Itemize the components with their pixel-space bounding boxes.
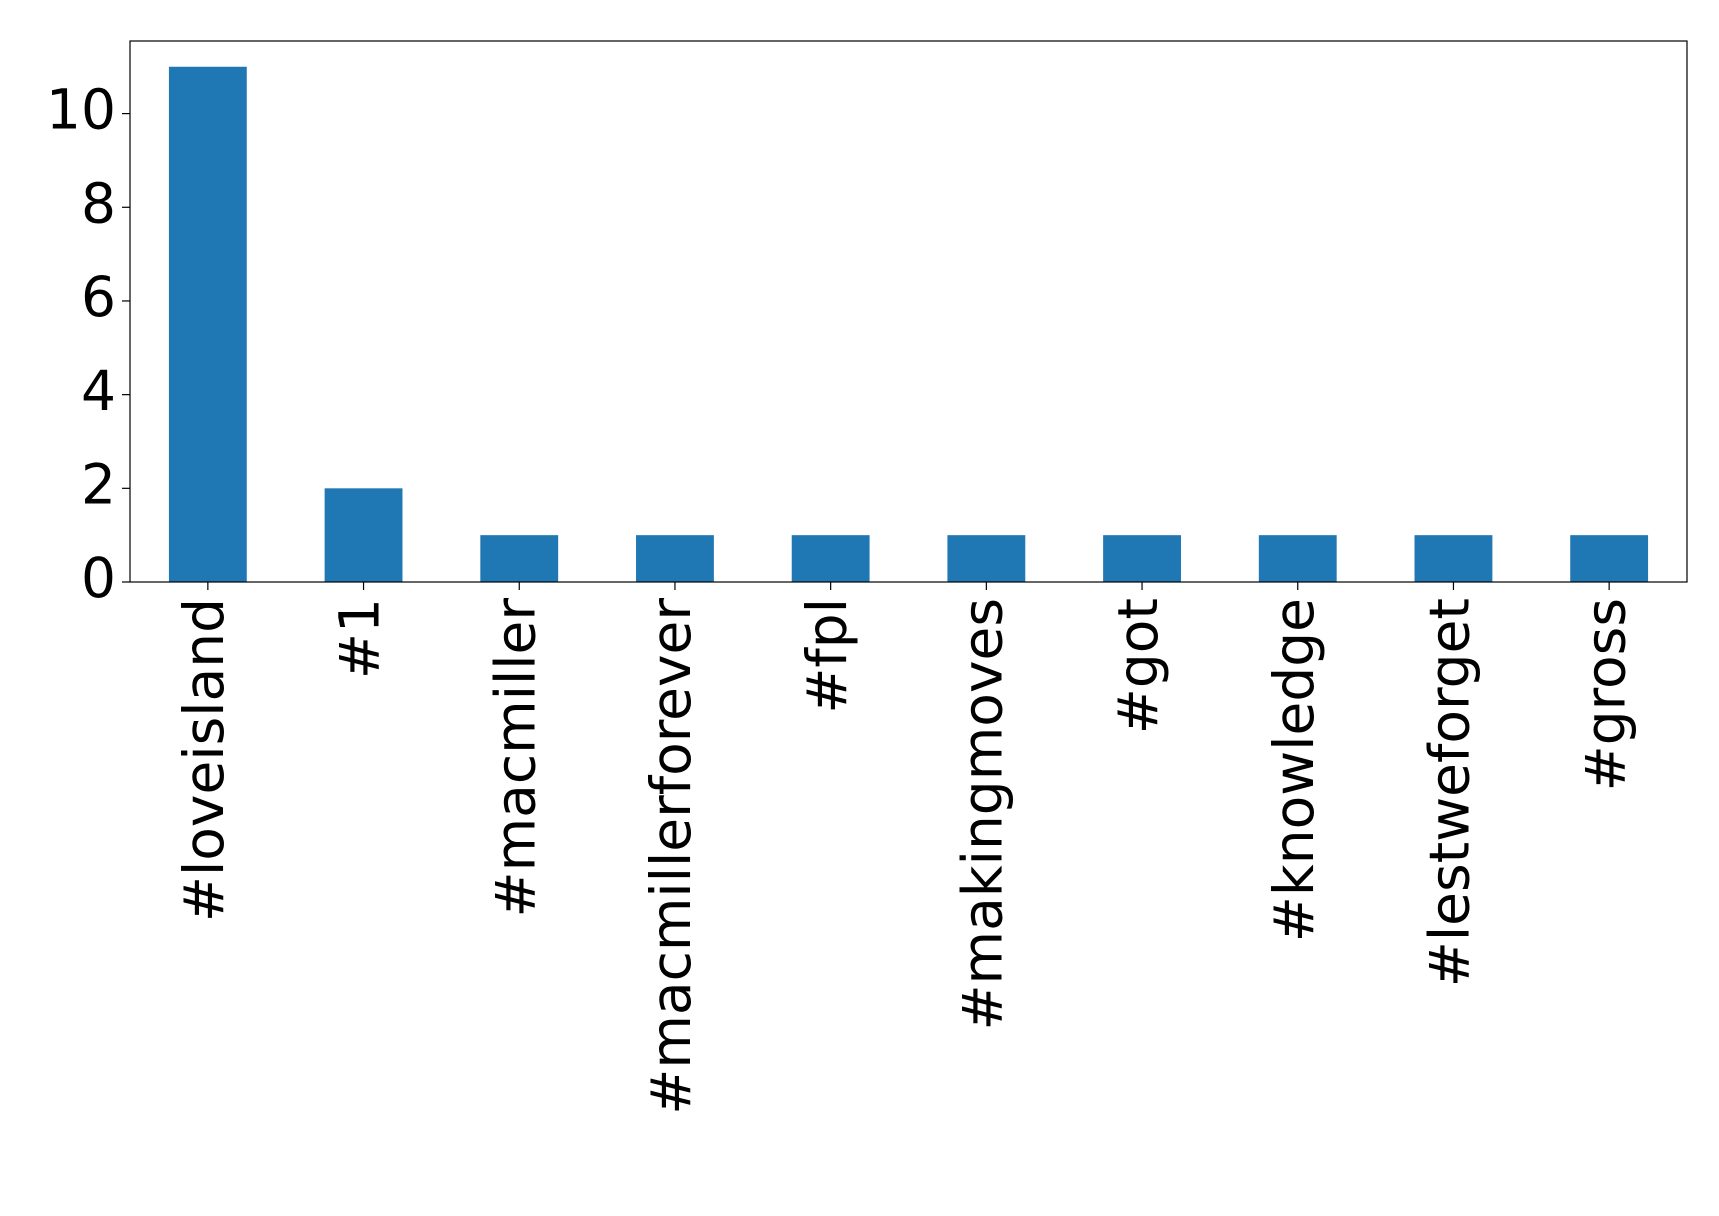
plot-frame — [129, 40, 1688, 583]
bar — [1103, 535, 1181, 582]
x-tick-label: #macmillerforever — [639, 598, 703, 1115]
bar — [168, 66, 247, 582]
y-tick-label: 8 — [81, 171, 116, 235]
bar — [791, 535, 870, 582]
y-tick-label: 4 — [81, 359, 116, 423]
x-tick-label: #gross — [1573, 598, 1637, 791]
x-tick-label: #makingmoves — [950, 598, 1014, 1031]
x-tick-label: #loveisland — [172, 598, 236, 922]
x-tick-label: #got — [1106, 598, 1170, 734]
y-tick-label: 0 — [81, 546, 116, 610]
bar — [947, 535, 1026, 582]
y-tick-label: 6 — [81, 265, 116, 329]
x-tick-label: #lestweforget — [1418, 598, 1482, 987]
bar — [324, 488, 403, 582]
bar — [1258, 535, 1337, 582]
x-tick-label: #fpl — [795, 598, 859, 714]
x-tick-label: #knowledge — [1262, 598, 1326, 942]
x-tick-label: #1 — [328, 598, 392, 679]
x-tick-label: #macmiller — [483, 598, 547, 918]
y-tick-label: 2 — [81, 452, 116, 516]
bar — [636, 535, 714, 582]
bar — [480, 535, 559, 582]
y-tick-label: 10 — [46, 78, 116, 142]
bar — [1414, 535, 1493, 582]
bar — [1570, 535, 1649, 582]
